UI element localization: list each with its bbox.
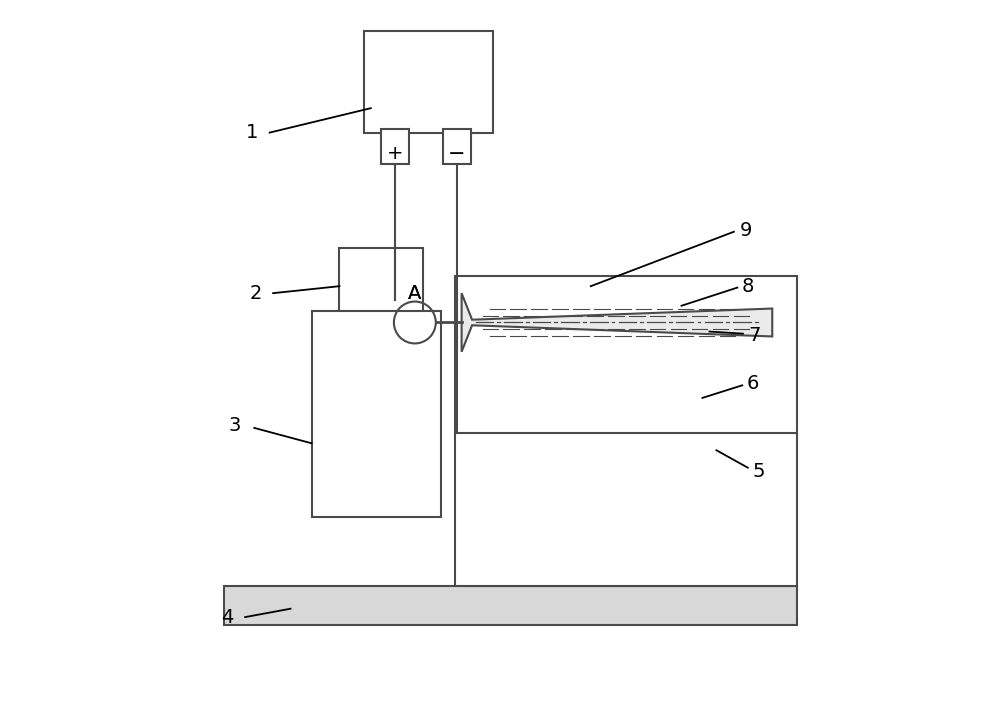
Text: 5: 5 xyxy=(752,461,765,481)
Text: 6: 6 xyxy=(747,375,759,394)
Text: 9: 9 xyxy=(740,221,752,240)
Bar xyxy=(339,248,423,314)
Bar xyxy=(443,129,471,164)
Text: 2: 2 xyxy=(249,283,262,303)
Text: −: − xyxy=(448,144,465,164)
Bar xyxy=(312,310,441,517)
Text: 4: 4 xyxy=(222,607,234,627)
Text: A: A xyxy=(408,283,422,303)
Text: 8: 8 xyxy=(742,277,754,295)
Bar xyxy=(224,587,797,624)
Text: 7: 7 xyxy=(749,325,761,345)
Polygon shape xyxy=(462,293,772,352)
Bar xyxy=(455,276,797,587)
Text: A: A xyxy=(408,283,422,303)
Text: +: + xyxy=(387,144,404,163)
Bar xyxy=(381,129,409,164)
Text: 1: 1 xyxy=(246,123,258,142)
Text: 3: 3 xyxy=(229,417,241,435)
Bar xyxy=(364,31,493,132)
